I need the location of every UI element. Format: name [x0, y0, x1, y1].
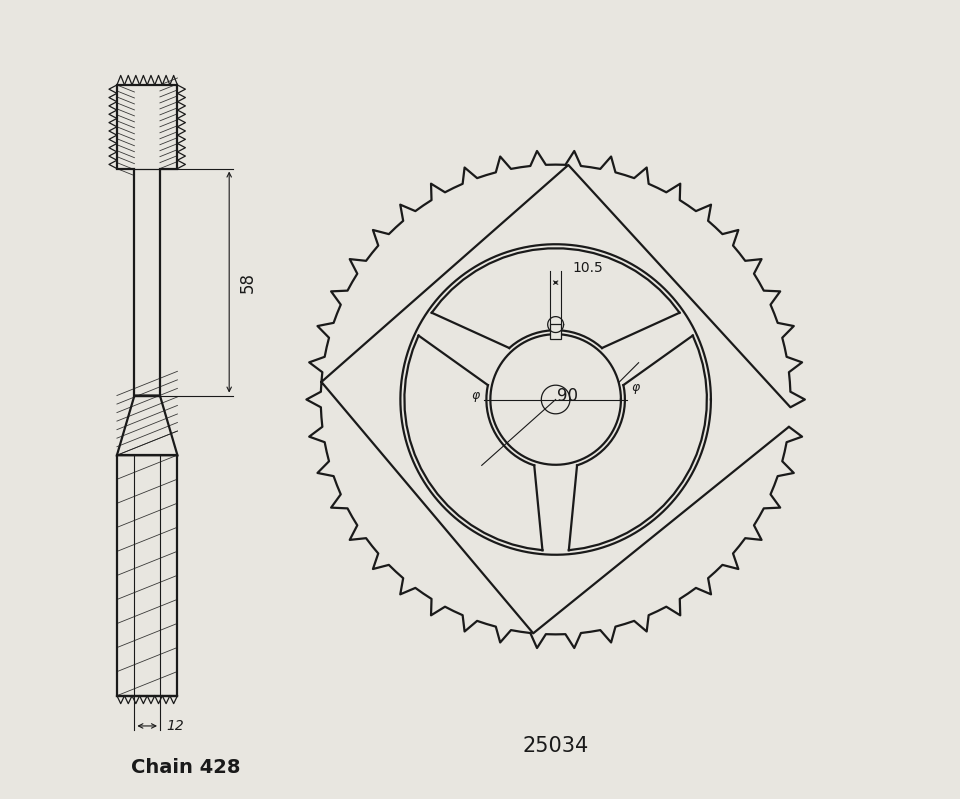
Text: 12: 12 [166, 719, 184, 733]
Text: φ: φ [632, 381, 639, 394]
Bar [550, 324, 561, 340]
Text: 10.5: 10.5 [573, 260, 604, 275]
Text: 90: 90 [557, 387, 578, 404]
Text: 58: 58 [239, 272, 256, 292]
Text: φ: φ [471, 389, 480, 402]
Text: Chain 428: Chain 428 [132, 758, 241, 777]
Text: 25034: 25034 [522, 736, 588, 756]
